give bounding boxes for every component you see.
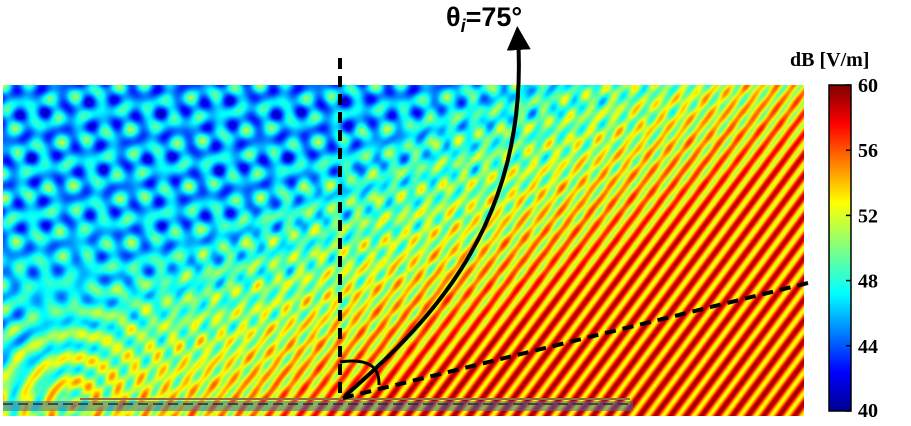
colorbar-gradient — [828, 84, 852, 412]
angle-label: θi=75° — [446, 2, 522, 36]
colorbar-tick-label: 40 — [858, 400, 878, 422]
structure-strip — [3, 398, 633, 411]
annotations: θi=75° — [338, 2, 813, 400]
colorbar-tick-label: 60 — [858, 75, 878, 97]
angle-value: =75° — [466, 2, 523, 32]
field-map — [3, 85, 804, 416]
angle-symbol: θ — [446, 2, 461, 32]
colorbar-tick-label: 48 — [858, 271, 878, 293]
colorbar-tick-label: 56 — [858, 140, 878, 162]
curved-arrow — [343, 26, 531, 398]
incidence-dashed-line — [342, 280, 813, 400]
colorbar: dB [V/m] 60 56 52 48 44 40 — [790, 49, 878, 422]
angle-subscript: i — [461, 16, 467, 36]
field-map-raster — [3, 85, 804, 416]
substrate-band — [3, 401, 633, 411]
angle-arc — [339, 359, 381, 386]
colorbar-title: dB [V/m] — [790, 49, 869, 71]
colorbar-tick-label: 44 — [858, 336, 878, 358]
colorbar-tick-label: 52 — [858, 205, 878, 227]
colorbar-ticks: 60 56 52 48 44 40 — [846, 75, 878, 422]
